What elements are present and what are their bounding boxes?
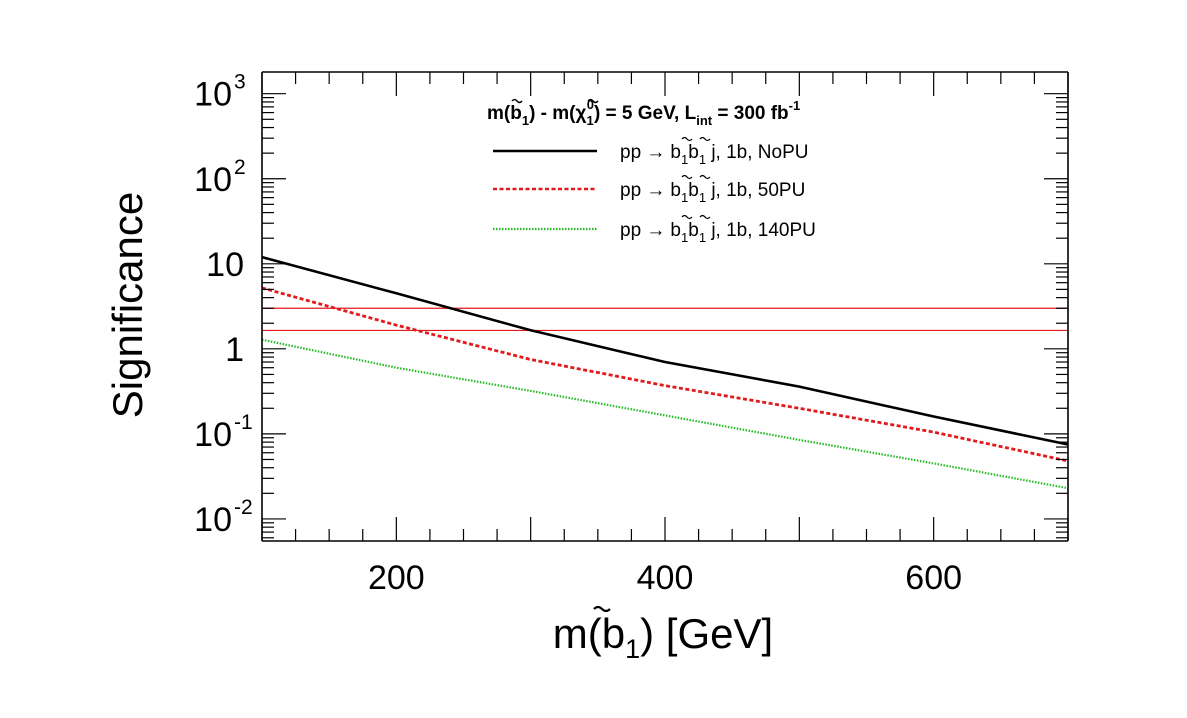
x-tick-label: 600	[905, 559, 962, 597]
y-tick-label: 1	[225, 331, 244, 369]
y-axis-title: Significance	[104, 192, 151, 418]
legend-title-tilde-b	[511, 98, 523, 104]
x-axis-title-tilde	[593, 605, 611, 613]
y-tick-label: 10	[194, 501, 232, 539]
legend-label-140pu: pp → b1b1 j, 1b, 140PU	[620, 220, 816, 245]
legend-entry-nopu: pp → b1b1 j, 1b, NoPU	[493, 136, 808, 167]
legend-entry-140pu: pp → b1b1 j, 1b, 140PU	[493, 214, 816, 245]
tilde-icon	[699, 136, 711, 142]
axes	[261, 71, 1069, 542]
y-tick-exponent: 2	[234, 156, 246, 179]
x-tick-label: 200	[368, 559, 425, 597]
series-line-0	[261, 255, 1069, 446]
y-tick-label: 10	[194, 161, 232, 199]
y-tick-label: 10	[194, 416, 232, 454]
series-line-1	[261, 286, 1069, 463]
legend-title: m(b1) - m(χ10) = 5 GeV, Lint = 300 fb-1	[487, 97, 800, 128]
y-tick-label: 10	[206, 246, 244, 284]
x-tick-label: 400	[637, 559, 694, 597]
tilde-icon	[681, 174, 693, 180]
legend-label-nopu: pp → b1b1 j, 1b, NoPU	[620, 142, 808, 167]
tilde-icon	[681, 214, 693, 220]
series-lines	[261, 255, 1069, 490]
x-axis-title: m(b1) [GeV]	[553, 610, 773, 664]
tilde-icon	[699, 174, 711, 180]
tilde-icon	[681, 136, 693, 142]
y-tick-label: 10	[194, 76, 232, 114]
y-tick-exponent: -1	[234, 411, 253, 434]
legend-title-tilde-chi	[587, 98, 599, 104]
reference-lines	[262, 307, 1068, 332]
y-tick-exponent: -2	[234, 496, 253, 519]
legend: m(b1) - m(χ10) = 5 GeV, Lint = 300 fb-1 …	[487, 97, 816, 245]
legend-label-50pu: pp → b1b1 j, 1b, 50PU	[620, 180, 805, 205]
legend-entry-50pu: pp → b1b1 j, 1b, 50PU	[493, 174, 805, 205]
y-tick-exponent: 3	[234, 71, 246, 94]
tilde-icon	[699, 214, 711, 220]
